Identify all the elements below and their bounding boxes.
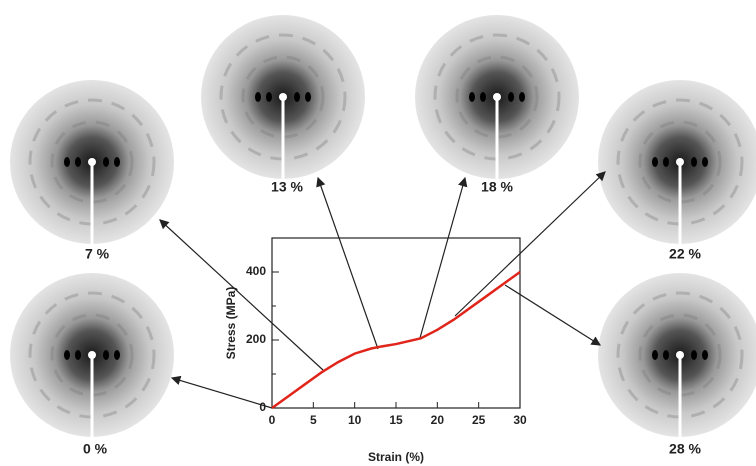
pattern-spot <box>691 350 697 360</box>
pattern-label: 13 % <box>271 179 303 195</box>
arrow <box>504 284 602 346</box>
x-tick-label: 15 <box>389 413 403 427</box>
pattern-spot <box>469 92 475 102</box>
beam-center <box>676 351 684 359</box>
pattern-spot <box>75 350 81 360</box>
x-tick-label: 5 <box>310 413 317 427</box>
pattern-label: 7 % <box>85 246 110 262</box>
pattern-spot <box>255 92 261 102</box>
beam-center <box>493 93 501 101</box>
diffraction-pattern <box>10 273 174 437</box>
diffraction-pattern <box>598 273 756 437</box>
beam-center <box>676 158 684 166</box>
diffraction-pattern <box>415 15 579 179</box>
pattern-ring <box>455 55 539 139</box>
pattern-label: 18 % <box>481 179 513 195</box>
diffraction-pattern <box>10 80 174 244</box>
pattern-ring <box>50 120 134 204</box>
pattern-spot <box>702 350 708 360</box>
y-axis-label: Stress (MPa) <box>224 287 238 360</box>
beam-center <box>88 351 96 359</box>
pattern-spot <box>64 157 70 167</box>
beam-center <box>88 158 96 166</box>
x-tick-label: 20 <box>431 413 445 427</box>
pattern-spot <box>480 92 486 102</box>
pattern-spot <box>103 350 109 360</box>
pattern-label: 28 % <box>669 441 701 457</box>
stress-curve <box>271 270 521 410</box>
pattern-spot <box>508 92 514 102</box>
pattern-spot <box>702 157 708 167</box>
arrow <box>159 219 324 371</box>
x-tick-label: 30 <box>513 413 527 427</box>
x-tick-label: 0 <box>269 413 276 427</box>
pattern-ring <box>241 55 325 139</box>
pattern-spot <box>663 157 669 167</box>
pattern-spot <box>691 157 697 167</box>
x-tick-label: 10 <box>348 413 362 427</box>
diffraction-pattern <box>201 15 365 179</box>
pattern-ring <box>638 120 722 204</box>
pattern-ring <box>638 313 722 397</box>
pattern-spot <box>114 350 120 360</box>
pattern-spot <box>75 157 81 167</box>
pattern-spot <box>294 92 300 102</box>
pattern-spot <box>305 92 311 102</box>
x-axis-label: Strain (%) <box>368 450 424 464</box>
pattern-spot <box>266 92 272 102</box>
diffraction-pattern <box>598 80 756 244</box>
pattern-label: 22 % <box>669 246 701 262</box>
pattern-spot <box>64 350 70 360</box>
arrow <box>419 176 468 339</box>
x-tick-label: 25 <box>472 413 486 427</box>
pattern-spot <box>652 350 658 360</box>
pattern-spot <box>103 157 109 167</box>
pattern-spot <box>652 157 658 167</box>
arrow <box>454 171 606 317</box>
pattern-spot <box>519 92 525 102</box>
y-tick-label: 400 <box>246 264 266 278</box>
arrow <box>170 375 273 409</box>
arrow <box>316 176 379 350</box>
pattern-spot <box>114 157 120 167</box>
beam-center <box>279 93 287 101</box>
y-tick-label: 0 <box>259 400 266 414</box>
pattern-label: 0 % <box>83 441 108 457</box>
pattern-ring <box>50 313 134 397</box>
y-tick-label: 200 <box>246 332 266 346</box>
pattern-spot <box>663 350 669 360</box>
